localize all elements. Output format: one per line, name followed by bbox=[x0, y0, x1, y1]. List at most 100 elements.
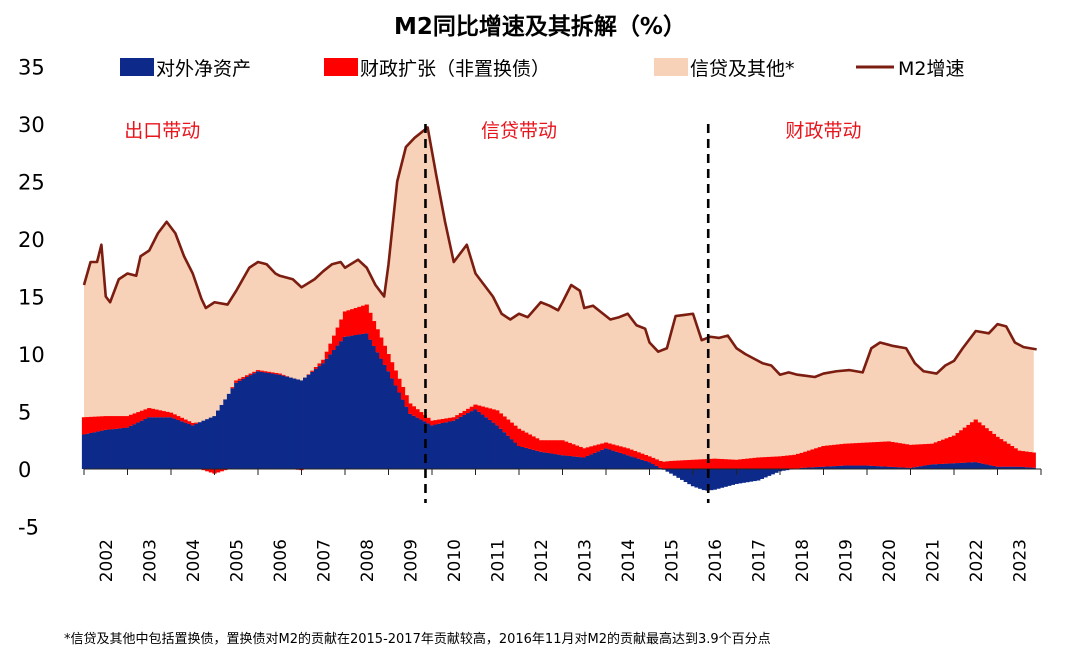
bar-net-foreign-assets bbox=[908, 467, 913, 469]
bar-fiscal-expansion bbox=[806, 450, 812, 468]
bar-net-foreign-assets bbox=[770, 469, 775, 475]
bar-net-foreign-assets bbox=[915, 466, 920, 469]
bar-net-foreign-assets bbox=[995, 466, 1000, 469]
bar-net-foreign-assets bbox=[226, 393, 232, 469]
bar-fiscal-expansion bbox=[368, 312, 373, 340]
bar-net-foreign-assets bbox=[640, 459, 645, 469]
bar-net-foreign-assets bbox=[183, 422, 188, 469]
bar-net-foreign-assets bbox=[629, 456, 634, 469]
bar-fiscal-expansion bbox=[970, 422, 975, 463]
bar-net-foreign-assets bbox=[368, 339, 373, 469]
bar-fiscal-expansion bbox=[582, 448, 587, 458]
bar-net-foreign-assets bbox=[694, 469, 699, 488]
bar-net-foreign-assets bbox=[255, 371, 261, 469]
bar-net-foreign-assets bbox=[390, 378, 395, 469]
bar-net-foreign-assets bbox=[756, 469, 761, 481]
bar-net-foreign-assets bbox=[643, 460, 648, 469]
bar-fiscal-expansion bbox=[915, 444, 920, 467]
bar-fiscal-expansion bbox=[252, 371, 257, 374]
bar-fiscal-expansion bbox=[690, 459, 696, 469]
bar-net-foreign-assets bbox=[875, 466, 880, 470]
bar-fiscal-expansion bbox=[687, 459, 692, 469]
bar-net-foreign-assets bbox=[574, 456, 580, 469]
bar-net-foreign-assets bbox=[150, 417, 155, 469]
bar-net-foreign-assets bbox=[712, 469, 717, 490]
bar-net-foreign-assets bbox=[429, 425, 435, 469]
bar-fiscal-expansion bbox=[835, 444, 841, 466]
bar-net-foreign-assets bbox=[103, 429, 108, 469]
bar-fiscal-expansion bbox=[458, 413, 464, 417]
bar-net-foreign-assets bbox=[324, 358, 329, 469]
bar-net-foreign-assets bbox=[328, 354, 333, 469]
bar-net-foreign-assets bbox=[158, 417, 163, 469]
bar-fiscal-expansion bbox=[904, 444, 909, 468]
bar-fiscal-expansion bbox=[480, 406, 485, 415]
legend-label-m2-line: M2增速 bbox=[898, 58, 964, 80]
bar-net-foreign-assets bbox=[81, 434, 87, 469]
bar-fiscal-expansion bbox=[763, 457, 768, 469]
bar-fiscal-expansion bbox=[411, 406, 416, 416]
bar-fiscal-expansion bbox=[926, 443, 931, 465]
bar-fiscal-expansion bbox=[400, 386, 406, 400]
bar-fiscal-expansion bbox=[846, 443, 851, 466]
footnote: *信贷及其他中包括置换债，置换债对M2的贡献在2015-2017年贡献较高，20… bbox=[64, 631, 771, 647]
bar-fiscal-expansion bbox=[665, 461, 670, 469]
bar-fiscal-expansion bbox=[897, 443, 902, 468]
bar-fiscal-expansion bbox=[419, 412, 424, 420]
bar-fiscal-expansion bbox=[397, 378, 402, 393]
bar-net-foreign-assets bbox=[411, 415, 416, 469]
x-tick-label: 2004 bbox=[184, 539, 204, 582]
bar-net-foreign-assets bbox=[516, 446, 522, 469]
bar-fiscal-expansion bbox=[991, 433, 996, 466]
bar-net-foreign-assets bbox=[129, 425, 134, 469]
bar-net-foreign-assets bbox=[545, 452, 551, 469]
bar-net-foreign-assets bbox=[125, 427, 130, 469]
bar-net-foreign-assets bbox=[100, 430, 105, 469]
bar-net-foreign-assets bbox=[89, 432, 94, 469]
bar-net-foreign-assets bbox=[745, 469, 750, 483]
bar-fiscal-expansion bbox=[912, 444, 917, 468]
bar-net-foreign-assets bbox=[154, 417, 159, 469]
bar-fiscal-expansion bbox=[223, 469, 228, 471]
bar-net-foreign-assets bbox=[350, 335, 355, 469]
bar-fiscal-expansion bbox=[183, 419, 188, 423]
bar-fiscal-expansion bbox=[408, 403, 413, 414]
bar-net-foreign-assets bbox=[208, 417, 213, 469]
bar-fiscal-expansion bbox=[701, 459, 706, 470]
bar-net-foreign-assets bbox=[999, 466, 1004, 469]
bar-fiscal-expansion bbox=[462, 410, 467, 415]
bar-fiscal-expansion bbox=[738, 459, 743, 469]
bar-net-foreign-assets bbox=[701, 469, 706, 491]
bar-fiscal-expansion bbox=[647, 456, 652, 463]
bar-fiscal-expansion bbox=[629, 449, 634, 457]
bar-net-foreign-assets bbox=[462, 414, 467, 469]
bar-net-foreign-assets bbox=[665, 469, 670, 472]
bar-fiscal-expansion bbox=[578, 446, 583, 458]
bar-net-foreign-assets bbox=[542, 452, 547, 469]
bar-fiscal-expansion bbox=[110, 416, 116, 430]
bar-fiscal-expansion bbox=[861, 442, 866, 466]
bar-fiscal-expansion bbox=[448, 417, 453, 422]
bar-fiscal-expansion bbox=[324, 351, 329, 359]
bar-net-foreign-assets bbox=[622, 454, 627, 469]
bar-fiscal-expansion bbox=[491, 409, 496, 423]
bar-net-foreign-assets bbox=[266, 372, 271, 469]
bar-fiscal-expansion bbox=[854, 443, 859, 466]
bar-fiscal-expansion bbox=[350, 309, 355, 336]
bar-net-foreign-assets bbox=[513, 442, 518, 469]
x-tick-label: 2020 bbox=[880, 539, 900, 582]
bar-fiscal-expansion bbox=[313, 367, 319, 369]
bar-fiscal-expansion bbox=[933, 442, 938, 465]
bar-fiscal-expansion bbox=[719, 459, 725, 469]
bar-fiscal-expansion bbox=[81, 417, 87, 435]
bar-fiscal-expansion bbox=[977, 422, 982, 463]
bar-fiscal-expansion bbox=[560, 440, 565, 456]
bar-fiscal-expansion bbox=[339, 319, 344, 342]
bar-net-foreign-assets bbox=[426, 423, 431, 469]
bar-fiscal-expansion bbox=[567, 442, 572, 456]
y-tick-label: 30 bbox=[18, 113, 45, 137]
x-tick-label: 2012 bbox=[532, 539, 552, 582]
bar-fiscal-expansion bbox=[640, 453, 645, 460]
legend-swatch-net-foreign-assets bbox=[120, 58, 154, 76]
bar-net-foreign-assets bbox=[596, 451, 601, 469]
